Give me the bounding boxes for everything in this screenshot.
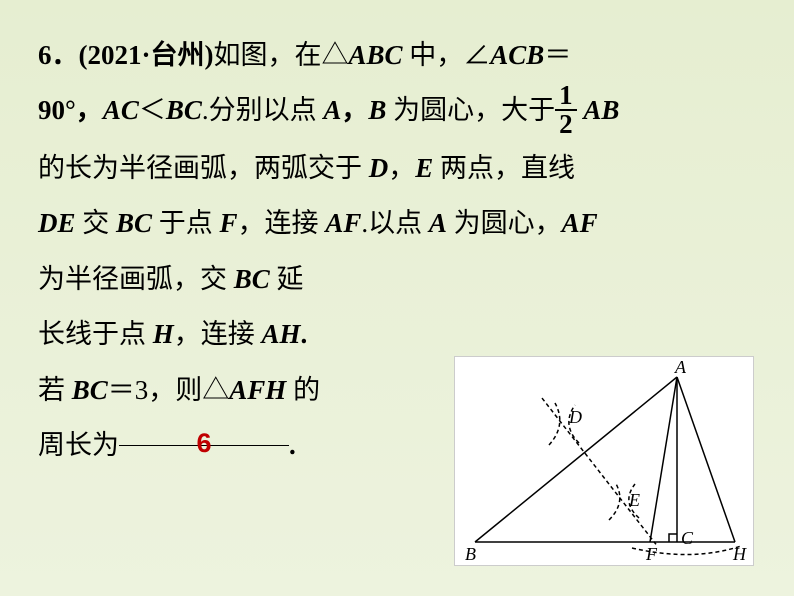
segment-af: AF — [562, 208, 598, 238]
segment-de: DE — [38, 208, 76, 238]
segment-ah: AH — [262, 319, 301, 349]
text: ， — [388, 153, 415, 183]
text: . — [301, 319, 308, 349]
point-h: H — [153, 319, 174, 349]
text: .以点 — [361, 208, 429, 238]
text: ＝ — [544, 40, 571, 70]
svg-text:E: E — [628, 490, 640, 510]
text: ，连接 — [238, 208, 326, 238]
text: . — [289, 430, 296, 460]
text: 交 — [76, 208, 117, 238]
point-d: D — [369, 153, 389, 183]
text: 的 — [286, 375, 320, 405]
text: 于点 — [152, 208, 220, 238]
svg-text:B: B — [465, 544, 476, 564]
svg-text:D: D — [568, 407, 582, 427]
text: 为圆心， — [447, 208, 562, 238]
segment-bc: BC — [116, 208, 152, 238]
geometry-figure: A B C D E F H — [454, 356, 754, 566]
text: 如图，在△ — [214, 40, 349, 70]
answer-value: 6 — [196, 428, 211, 458]
segment-bc: BC — [234, 264, 270, 294]
text: 若 — [38, 375, 72, 405]
text: 为半径画弧，交 — [38, 264, 234, 294]
point-a: A — [323, 95, 341, 125]
text: ＜ — [139, 95, 166, 125]
segment-ac: AC — [103, 95, 139, 125]
angle-acb: ACB — [490, 40, 544, 70]
problem-number: 6． — [38, 40, 79, 70]
segment-af: AF — [325, 208, 361, 238]
text: 为圆心，大于 — [386, 95, 555, 125]
text: 周长为 — [38, 430, 119, 460]
text: ＝3，则△ — [108, 375, 230, 405]
text: 中，∠ — [403, 40, 491, 70]
problem-source: (2021·台州) — [79, 40, 214, 70]
point-e: E — [415, 153, 433, 183]
text: 的长为半径画弧，两弧交于 — [38, 153, 369, 183]
text: 延 — [270, 264, 304, 294]
fraction-half: 12 — [555, 82, 577, 138]
text: .分别以点 — [202, 95, 324, 125]
text: 两点，直线 — [433, 153, 575, 183]
segment-bc: BC — [72, 375, 108, 405]
point-f: F — [220, 208, 238, 238]
text: 长线于点 — [38, 319, 153, 349]
triangle-abc: ABC — [349, 40, 403, 70]
svg-text:H: H — [732, 544, 747, 564]
svg-text:A: A — [674, 357, 687, 377]
point-b: B — [368, 95, 386, 125]
segment-ab: AB — [583, 95, 619, 125]
answer-blank: 6 — [119, 418, 289, 446]
text: ，连接 — [174, 319, 262, 349]
text: ， — [341, 95, 368, 125]
point-a: A — [429, 208, 447, 238]
triangle-afh: AFH — [229, 375, 286, 405]
svg-text:F: F — [645, 544, 658, 564]
svg-text:C: C — [681, 528, 694, 548]
text: 90°， — [38, 95, 103, 125]
segment-bc: BC — [166, 95, 202, 125]
